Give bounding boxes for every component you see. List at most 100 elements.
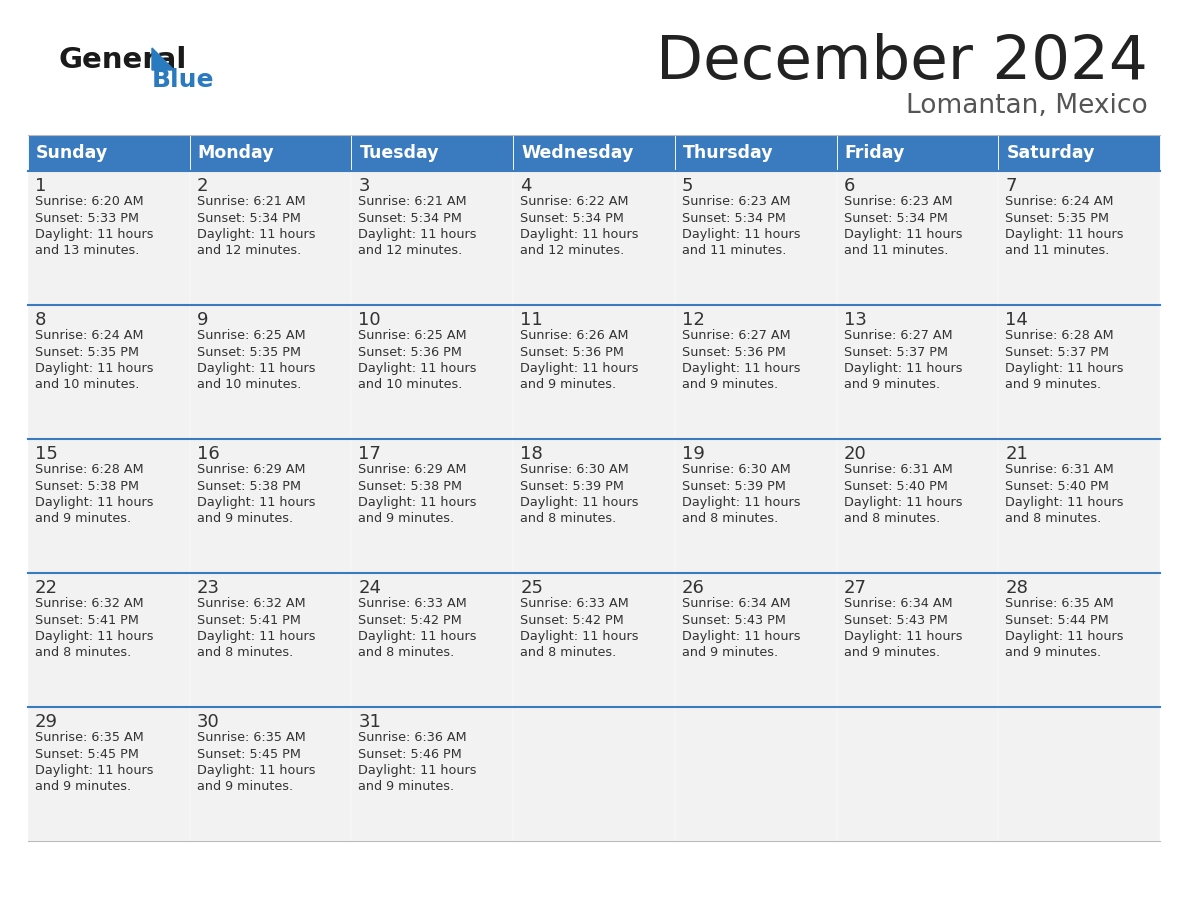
- Bar: [352, 439, 513, 573]
- Text: 10: 10: [359, 311, 381, 329]
- Text: 1: 1: [34, 177, 46, 195]
- Text: Sunrise: 6:29 AM: Sunrise: 6:29 AM: [359, 463, 467, 476]
- Bar: [29, 135, 190, 171]
- Bar: [836, 135, 998, 171]
- Bar: [190, 171, 352, 305]
- Text: Sunrise: 6:34 AM: Sunrise: 6:34 AM: [843, 597, 953, 610]
- Text: Sunday: Sunday: [36, 144, 108, 162]
- Text: Sunrise: 6:33 AM: Sunrise: 6:33 AM: [520, 597, 628, 610]
- Text: 18: 18: [520, 445, 543, 463]
- Text: Sunrise: 6:21 AM: Sunrise: 6:21 AM: [359, 195, 467, 208]
- Text: 20: 20: [843, 445, 866, 463]
- Text: and 9 minutes.: and 9 minutes.: [682, 646, 778, 659]
- Text: and 9 minutes.: and 9 minutes.: [34, 780, 131, 793]
- Text: 12: 12: [682, 311, 704, 329]
- Text: 7: 7: [1005, 177, 1017, 195]
- Text: and 13 minutes.: and 13 minutes.: [34, 244, 139, 258]
- Bar: [513, 439, 675, 573]
- Text: Sunrise: 6:22 AM: Sunrise: 6:22 AM: [520, 195, 628, 208]
- Text: Daylight: 11 hours: Daylight: 11 hours: [1005, 496, 1124, 509]
- Text: and 8 minutes.: and 8 minutes.: [359, 646, 455, 659]
- Text: Sunrise: 6:24 AM: Sunrise: 6:24 AM: [34, 329, 144, 342]
- Text: 30: 30: [197, 713, 220, 731]
- Bar: [352, 305, 513, 439]
- Text: and 8 minutes.: and 8 minutes.: [520, 512, 617, 525]
- Text: Sunset: 5:41 PM: Sunset: 5:41 PM: [34, 613, 139, 626]
- Text: Daylight: 11 hours: Daylight: 11 hours: [520, 630, 639, 643]
- Text: and 12 minutes.: and 12 minutes.: [359, 244, 462, 258]
- Bar: [29, 171, 190, 305]
- Text: Daylight: 11 hours: Daylight: 11 hours: [359, 362, 476, 375]
- Text: and 8 minutes.: and 8 minutes.: [1005, 512, 1101, 525]
- Text: Daylight: 11 hours: Daylight: 11 hours: [34, 496, 153, 509]
- Text: and 9 minutes.: and 9 minutes.: [359, 780, 455, 793]
- Text: and 9 minutes.: and 9 minutes.: [682, 378, 778, 391]
- Text: Sunrise: 6:21 AM: Sunrise: 6:21 AM: [197, 195, 305, 208]
- Bar: [513, 305, 675, 439]
- Text: Sunrise: 6:31 AM: Sunrise: 6:31 AM: [1005, 463, 1114, 476]
- Text: December 2024: December 2024: [656, 32, 1148, 92]
- Bar: [998, 171, 1159, 305]
- Bar: [675, 135, 836, 171]
- Text: Daylight: 11 hours: Daylight: 11 hours: [34, 764, 153, 777]
- Text: Sunset: 5:34 PM: Sunset: 5:34 PM: [520, 211, 624, 225]
- Bar: [836, 573, 998, 707]
- Bar: [352, 573, 513, 707]
- Text: and 10 minutes.: and 10 minutes.: [359, 378, 463, 391]
- Text: Sunrise: 6:33 AM: Sunrise: 6:33 AM: [359, 597, 467, 610]
- Text: and 9 minutes.: and 9 minutes.: [34, 512, 131, 525]
- Text: Tuesday: Tuesday: [360, 144, 440, 162]
- Text: Sunset: 5:34 PM: Sunset: 5:34 PM: [197, 211, 301, 225]
- Text: Daylight: 11 hours: Daylight: 11 hours: [682, 228, 801, 241]
- Text: Thursday: Thursday: [683, 144, 773, 162]
- Text: Sunset: 5:45 PM: Sunset: 5:45 PM: [34, 747, 139, 760]
- Text: Sunrise: 6:25 AM: Sunrise: 6:25 AM: [197, 329, 305, 342]
- Text: Daylight: 11 hours: Daylight: 11 hours: [1005, 362, 1124, 375]
- Text: and 11 minutes.: and 11 minutes.: [682, 244, 786, 258]
- Bar: [998, 439, 1159, 573]
- Text: 23: 23: [197, 579, 220, 597]
- Bar: [998, 573, 1159, 707]
- Text: Sunrise: 6:34 AM: Sunrise: 6:34 AM: [682, 597, 790, 610]
- Bar: [190, 439, 352, 573]
- Text: Sunrise: 6:27 AM: Sunrise: 6:27 AM: [682, 329, 790, 342]
- Text: 27: 27: [843, 579, 866, 597]
- Text: Daylight: 11 hours: Daylight: 11 hours: [843, 496, 962, 509]
- Text: 17: 17: [359, 445, 381, 463]
- Text: Daylight: 11 hours: Daylight: 11 hours: [197, 496, 315, 509]
- Text: 14: 14: [1005, 311, 1028, 329]
- Text: Sunrise: 6:27 AM: Sunrise: 6:27 AM: [843, 329, 953, 342]
- Bar: [513, 171, 675, 305]
- Bar: [29, 707, 190, 841]
- Bar: [190, 573, 352, 707]
- Text: 3: 3: [359, 177, 369, 195]
- Text: Sunset: 5:35 PM: Sunset: 5:35 PM: [34, 345, 139, 359]
- Text: Sunrise: 6:32 AM: Sunrise: 6:32 AM: [197, 597, 305, 610]
- Text: Sunrise: 6:25 AM: Sunrise: 6:25 AM: [359, 329, 467, 342]
- Text: 26: 26: [682, 579, 704, 597]
- Text: and 12 minutes.: and 12 minutes.: [197, 244, 301, 258]
- Text: 22: 22: [34, 579, 58, 597]
- Text: Daylight: 11 hours: Daylight: 11 hours: [359, 630, 476, 643]
- Text: Sunrise: 6:36 AM: Sunrise: 6:36 AM: [359, 731, 467, 744]
- Text: 13: 13: [843, 311, 866, 329]
- Text: Sunrise: 6:23 AM: Sunrise: 6:23 AM: [843, 195, 953, 208]
- Bar: [998, 707, 1159, 841]
- Text: Daylight: 11 hours: Daylight: 11 hours: [1005, 630, 1124, 643]
- Text: Sunset: 5:35 PM: Sunset: 5:35 PM: [1005, 211, 1110, 225]
- Text: Daylight: 11 hours: Daylight: 11 hours: [843, 228, 962, 241]
- Text: Sunset: 5:43 PM: Sunset: 5:43 PM: [843, 613, 948, 626]
- Text: Sunrise: 6:30 AM: Sunrise: 6:30 AM: [682, 463, 790, 476]
- Text: Daylight: 11 hours: Daylight: 11 hours: [1005, 228, 1124, 241]
- Text: Sunset: 5:38 PM: Sunset: 5:38 PM: [359, 479, 462, 492]
- Text: Sunset: 5:42 PM: Sunset: 5:42 PM: [359, 613, 462, 626]
- Text: Sunset: 5:46 PM: Sunset: 5:46 PM: [359, 747, 462, 760]
- Text: Sunrise: 6:28 AM: Sunrise: 6:28 AM: [1005, 329, 1114, 342]
- Text: Daylight: 11 hours: Daylight: 11 hours: [359, 764, 476, 777]
- Bar: [29, 573, 190, 707]
- Text: and 8 minutes.: and 8 minutes.: [682, 512, 778, 525]
- Text: Daylight: 11 hours: Daylight: 11 hours: [197, 764, 315, 777]
- Text: Daylight: 11 hours: Daylight: 11 hours: [682, 496, 801, 509]
- Text: Sunset: 5:39 PM: Sunset: 5:39 PM: [682, 479, 785, 492]
- Text: Daylight: 11 hours: Daylight: 11 hours: [520, 362, 639, 375]
